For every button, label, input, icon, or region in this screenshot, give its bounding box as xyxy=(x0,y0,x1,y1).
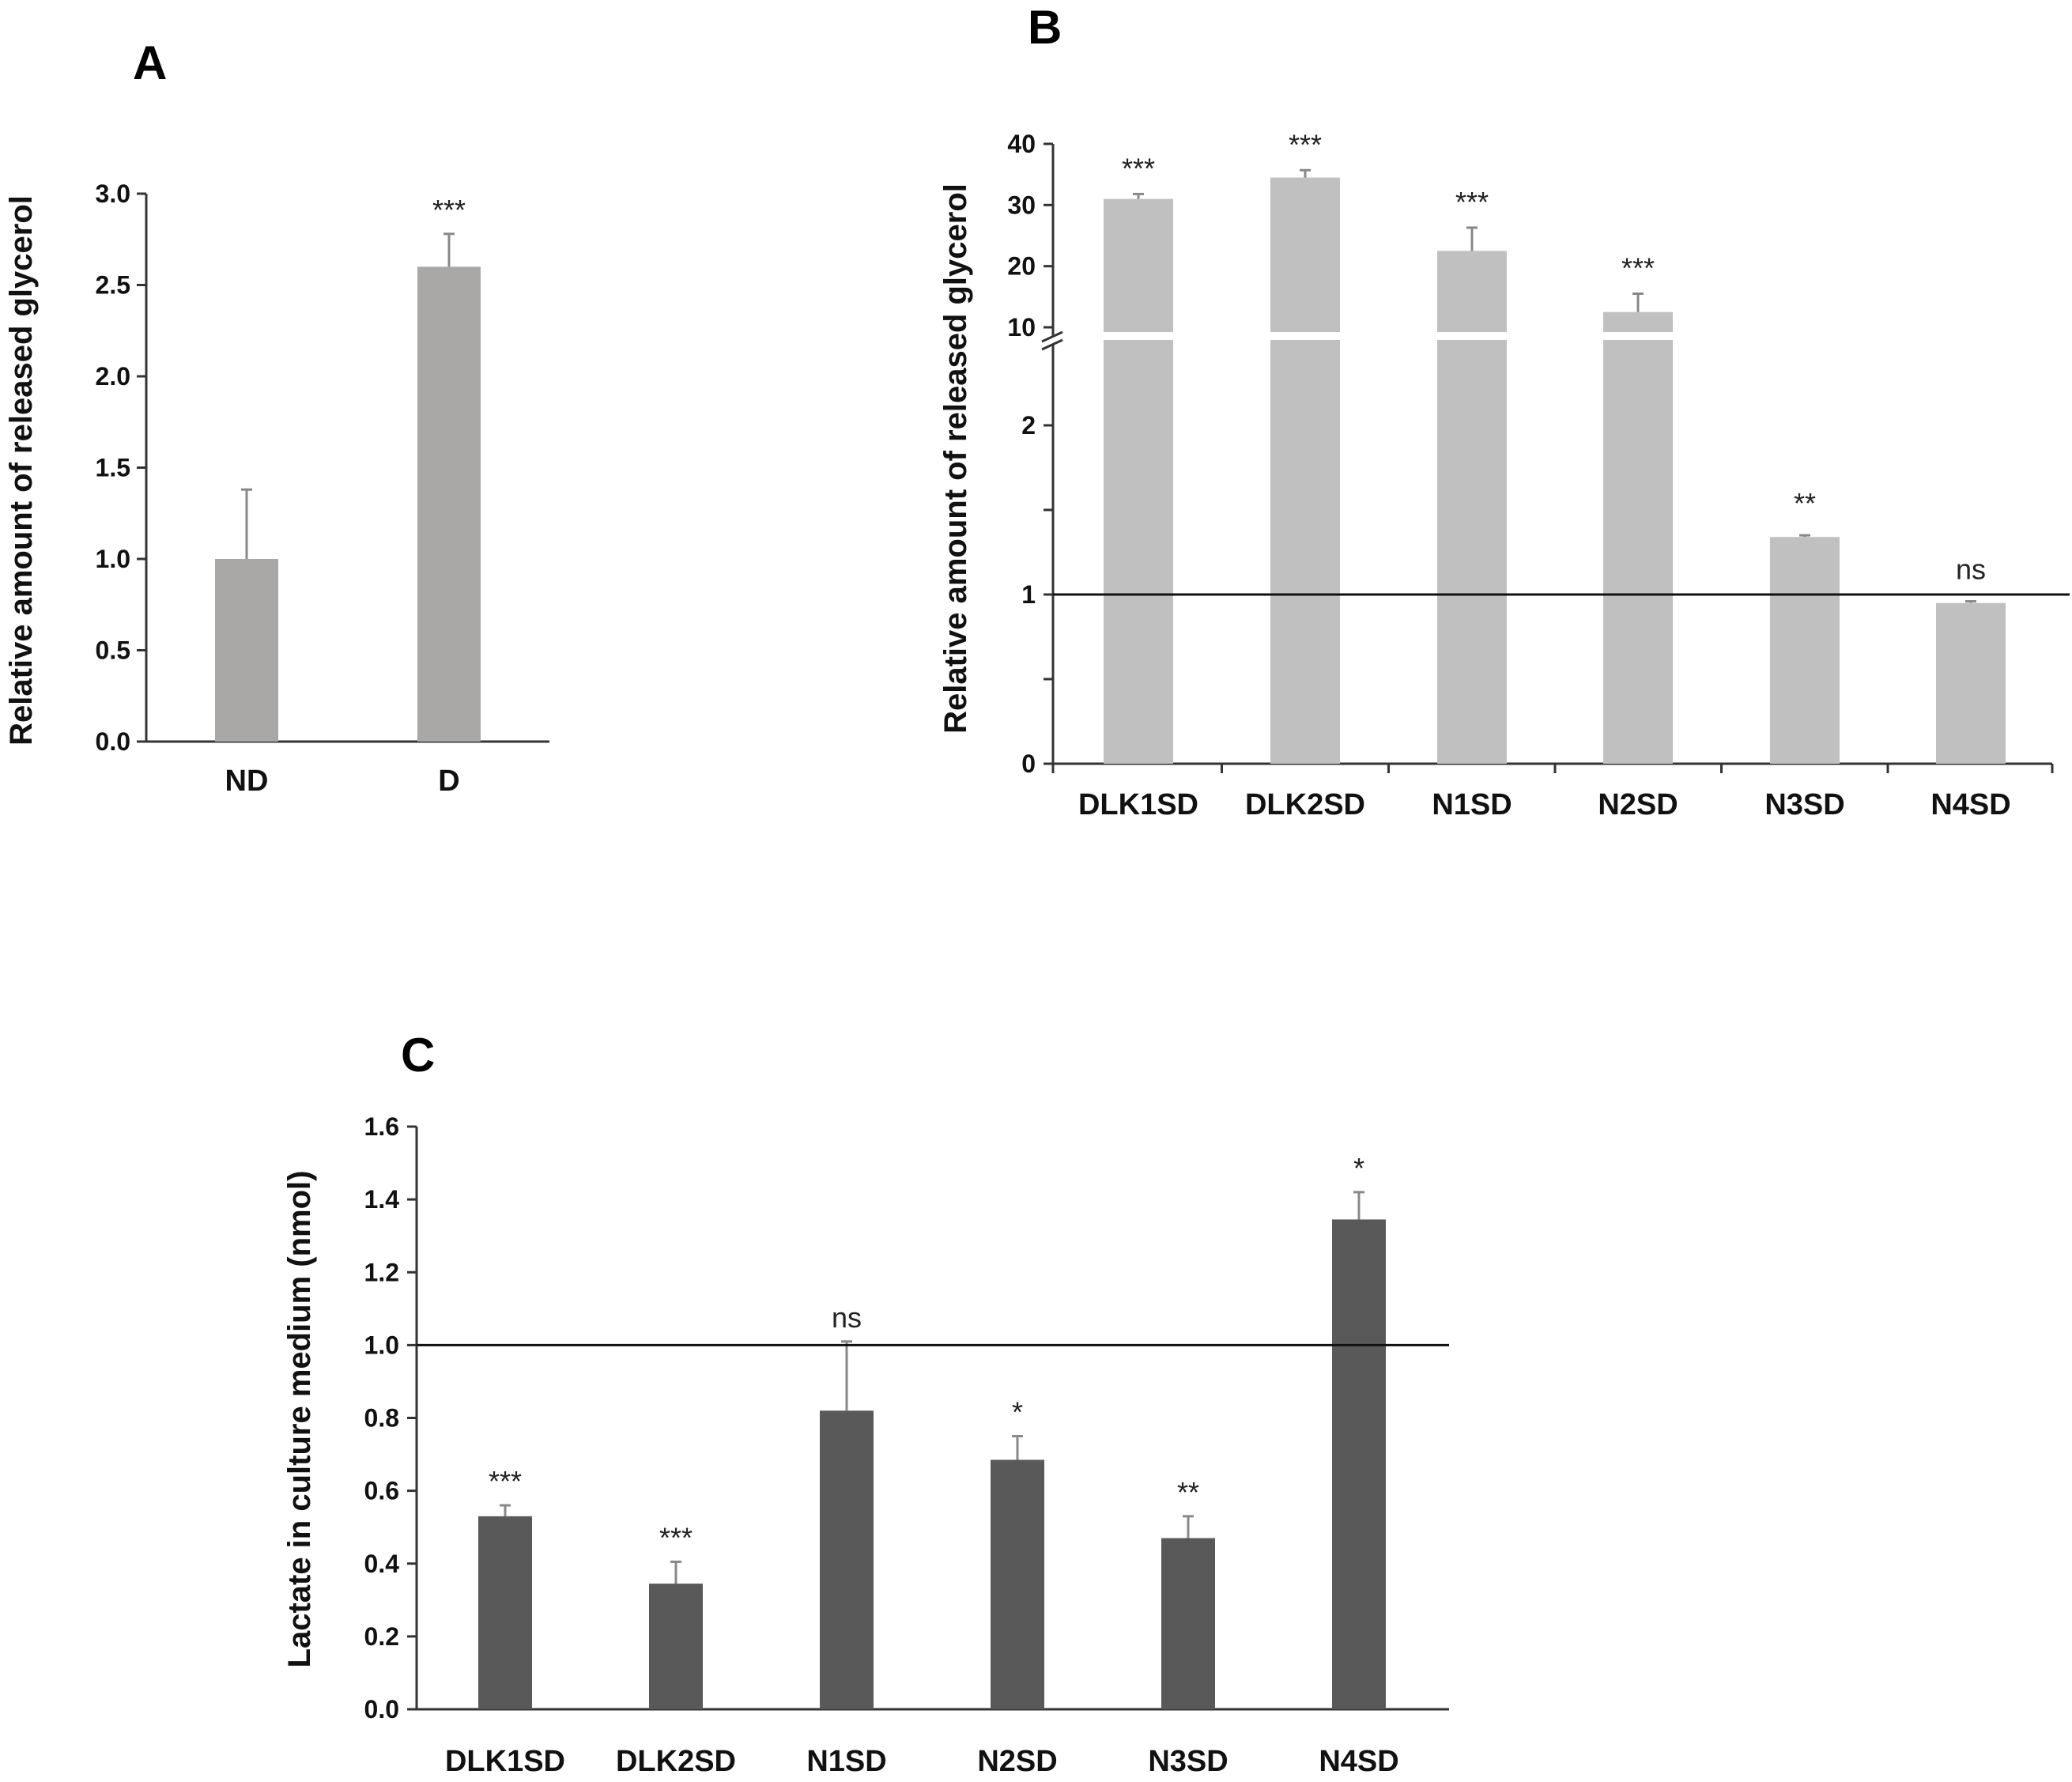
panel-b-y-tick-label: 2 xyxy=(1021,411,1036,440)
panel-a-y-tick-label: 2.5 xyxy=(96,271,130,300)
panel-c-label: C xyxy=(401,1029,435,1082)
panel-b-y-tick-label: 20 xyxy=(1007,252,1036,281)
panel-c-y-axis-title: Lactate in culture medium (nmol) xyxy=(282,1171,317,1668)
panel-c-bar xyxy=(991,1459,1044,1709)
panel-c-y-tick-label: 1.0 xyxy=(364,1331,399,1359)
panel-b-significance: *** xyxy=(1122,152,1155,184)
panel-a-y-tick-label: 3.0 xyxy=(96,179,130,208)
panel-c-y-tick-label: 0.0 xyxy=(364,1695,399,1723)
panel-b-category-label: DLK1SD xyxy=(1078,788,1198,821)
panel-b-bar-upper xyxy=(1603,311,1673,332)
panel-a-y-tick-label: 1.0 xyxy=(96,545,130,573)
panel-b-bar-lower xyxy=(1270,340,1340,764)
panel-b-significance: ns xyxy=(1956,553,1986,586)
panel-c-significance: ns xyxy=(832,1301,862,1334)
panel-b-bar xyxy=(1936,602,2006,764)
panel-b-significance: *** xyxy=(1289,128,1322,160)
panel-b-category-label: N2SD xyxy=(1598,788,1678,821)
panel-a-y-tick-label: 0.0 xyxy=(96,727,130,756)
panel-b-y-ticks: 0 1 2 10 20 30 40 xyxy=(1007,130,2054,778)
panel-b-bar xyxy=(1770,537,1840,764)
panel-a-category-label: D xyxy=(438,765,459,798)
panel-b-significance: ** xyxy=(1794,487,1816,519)
panel-c-significance: *** xyxy=(659,1521,693,1554)
panel-c-bar xyxy=(1161,1538,1215,1709)
panel-c-y-tick-label: 0.8 xyxy=(364,1404,399,1433)
panel-a-bar xyxy=(215,559,278,742)
panel-c-bar xyxy=(478,1516,532,1709)
panel-c-bar xyxy=(649,1584,703,1709)
panel-c-category-label: DLK1SD xyxy=(445,1745,565,1778)
panel-b-axis-break-mark xyxy=(1041,338,1063,351)
panel-a-y-tick-label: 0.5 xyxy=(96,636,130,665)
panel-b-bar-lower xyxy=(1603,340,1673,764)
panel-a-y-axis-title: Relative amount of released glycerol xyxy=(4,195,39,746)
panel-c-bars: *** DLK1SD *** DLK2SD ns N1SD * N2SD ** N3SD * N4SD xyxy=(445,1152,1399,1778)
panel-b: B Relative amount of released glycerol 0… xyxy=(938,1,2070,821)
panel-c-y-tick-label: 1.6 xyxy=(364,1112,399,1141)
panel-a-bars: ND *** D xyxy=(215,194,481,798)
panel-a-category-label: ND xyxy=(225,765,269,798)
panel-b-bar-lower xyxy=(1437,340,1507,764)
panel-c-significance: ** xyxy=(1177,1476,1199,1508)
panel-c-category-label: N3SD xyxy=(1148,1745,1228,1778)
panel-a-y-tick-label: 1.5 xyxy=(96,454,130,482)
panel-b-y-tick-label: 30 xyxy=(1007,191,1036,219)
panel-c-bar xyxy=(1332,1219,1386,1709)
panel-b-category-label: N3SD xyxy=(1764,788,1844,821)
panel-c-category-label: N1SD xyxy=(806,1745,886,1778)
panel-b-y-tick-label: 10 xyxy=(1007,313,1036,342)
panel-a-label: A xyxy=(133,36,167,89)
panel-c-significance: * xyxy=(1012,1396,1023,1429)
panel-b-y-tick-label: 1 xyxy=(1021,580,1036,609)
panel-a-significance: *** xyxy=(432,194,466,226)
panel-b-axis-break-mark xyxy=(1041,330,1063,343)
panel-b-bars: *** DLK1SD *** DLK2SD *** N1SD *** N2SD ** N3SD ns… xyxy=(1078,128,2011,821)
panel-c-bar xyxy=(820,1410,874,1709)
panel-b-significance: *** xyxy=(1621,251,1655,284)
panel-c: C Lactate in culture medium (nmol) 0.00.… xyxy=(282,1029,1449,1778)
panel-c-y-tick-label: 1.4 xyxy=(364,1185,400,1214)
panel-b-significance: *** xyxy=(1455,186,1489,218)
panel-c-y-tick-label: 0.2 xyxy=(364,1622,399,1651)
panel-b-category-label: DLK2SD xyxy=(1245,788,1365,821)
panel-a: A Relative amount of released glycerol 0… xyxy=(4,36,549,798)
panel-a-bar xyxy=(417,266,481,742)
panel-b-label: B xyxy=(1028,1,1062,54)
panel-b-y-tick-label: 0 xyxy=(1021,749,1036,778)
panel-c-y-tick-label: 1.2 xyxy=(364,1258,399,1286)
panel-c-category-label: DLK2SD xyxy=(616,1745,736,1778)
panel-c-y-tick-label: 0.6 xyxy=(364,1477,399,1505)
panel-b-y-tick-label: 40 xyxy=(1007,130,1036,158)
panel-b-bar-lower xyxy=(1104,340,1173,764)
panel-c-significance: * xyxy=(1353,1152,1364,1184)
panel-c-category-label: N4SD xyxy=(1319,1745,1398,1778)
panel-c-y-tick-label: 0.4 xyxy=(364,1550,400,1578)
panel-a-y-ticks: 0.0 0.5 1.0 1.5 2.0 2.5 3.0 xyxy=(96,179,146,756)
panel-b-bar-upper xyxy=(1104,198,1173,332)
panel-c-significance: *** xyxy=(489,1465,522,1497)
panel-b-bar-upper xyxy=(1270,177,1340,332)
panel-b-y-axis-title: Relative amount of released glycerol xyxy=(938,183,973,734)
panel-b-category-label: N1SD xyxy=(1432,788,1512,821)
panel-b-category-label: N4SD xyxy=(1930,788,2010,821)
panel-c-category-label: N2SD xyxy=(977,1745,1057,1778)
panel-c-y-ticks: 0.0 0.2 0.4 0.6 0.8 1.0 1.2 1.4 1.6 xyxy=(364,1112,417,1723)
panel-b-bar-upper xyxy=(1437,251,1507,332)
panel-a-y-tick-label: 2.0 xyxy=(96,362,130,391)
